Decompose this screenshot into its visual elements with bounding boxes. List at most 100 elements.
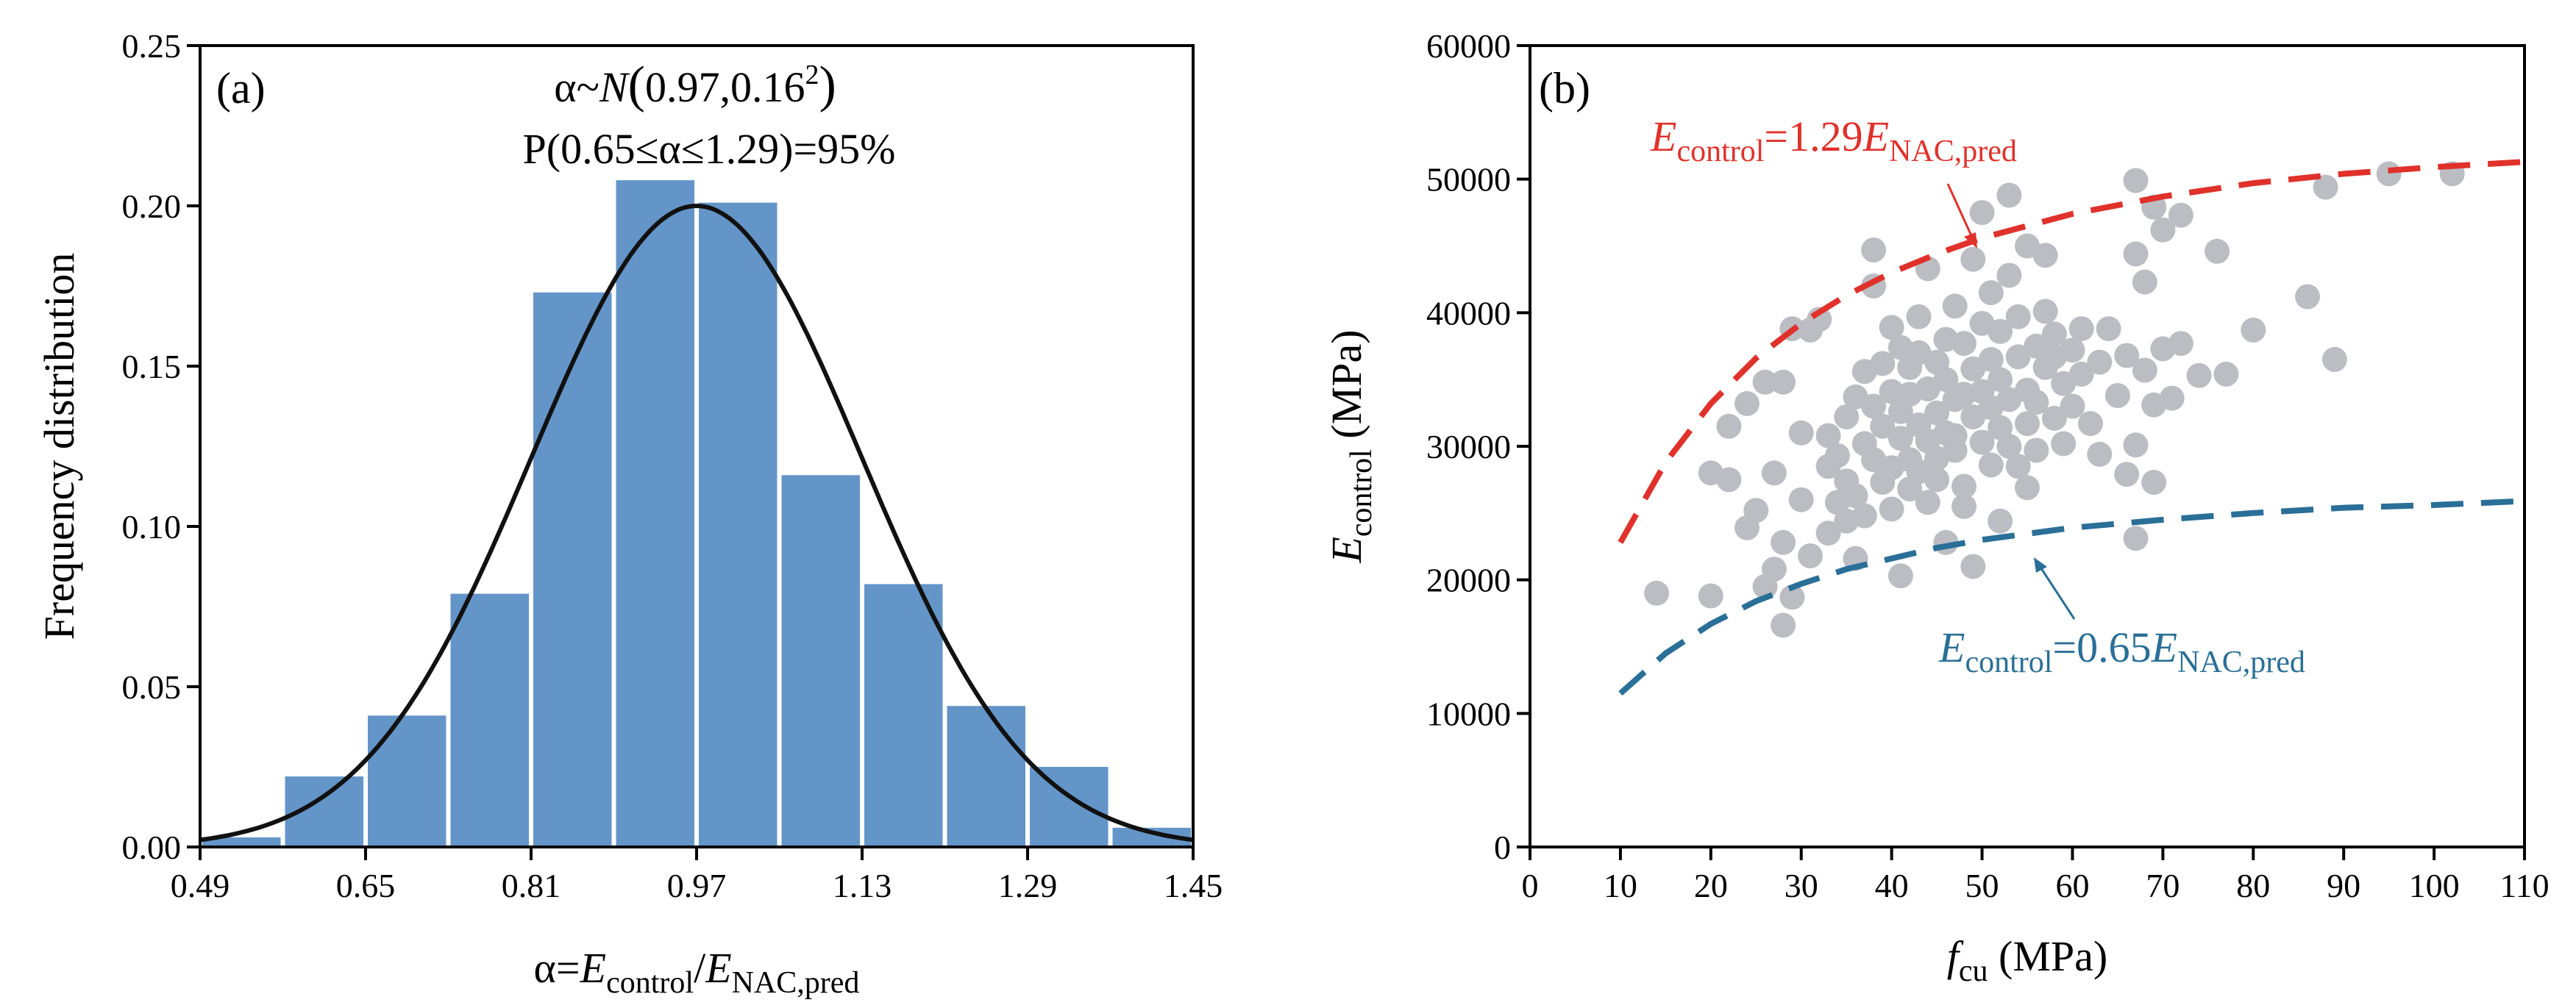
scatter-point: [1960, 554, 1986, 579]
scatter-point: [1879, 496, 1904, 522]
scatter-point: [2087, 349, 2113, 375]
scatter-point: [2213, 361, 2239, 387]
bound-curves: [1618, 159, 2525, 696]
scatter-point: [1969, 200, 1995, 226]
scatter-point: [2015, 475, 2040, 501]
scatter-point: [2150, 217, 2176, 243]
scatter-point: [1988, 508, 2013, 534]
upper-bound-arrow: [1946, 183, 1977, 249]
scatter-point: [1969, 429, 1995, 455]
scatter-point: [2096, 316, 2121, 342]
scatter-point: [1887, 426, 1913, 451]
scatter-point: [1761, 557, 1787, 582]
scatter-point: [2068, 316, 2094, 342]
x-label-e2-sub: NAC,pred: [732, 966, 860, 1000]
scatter-point: [2159, 385, 2185, 411]
scatter-point: [2295, 284, 2320, 310]
upper-bound-curve: [1618, 159, 2525, 544]
y-tick-label: 20000: [1426, 562, 1511, 599]
scatter-point: [2005, 304, 2031, 329]
x-tick-label: 0.81: [502, 867, 561, 904]
scatter-point: [1996, 262, 2022, 288]
distribution-sup: 2: [805, 60, 819, 90]
upper-bound-label: Econtrol=1.29ENAC,pred: [1650, 112, 2017, 168]
scatter-point: [2005, 344, 2031, 370]
scatter-point: [1924, 400, 1950, 426]
scatter-point: [2041, 405, 2067, 431]
scatter-point: [1988, 415, 2013, 440]
scatter-points: [1644, 161, 2465, 638]
lower-label-sub2: NAC,pred: [2177, 646, 2305, 679]
scatter-point: [2032, 299, 2058, 324]
scatter-point: [2060, 337, 2085, 363]
upper-label-e2: E: [1862, 112, 1889, 160]
x-tick-label: 40: [1875, 867, 1909, 904]
scatter-point: [2060, 393, 2085, 419]
upper-label-e1: E: [1650, 112, 1676, 160]
scatter-point: [2087, 441, 2113, 467]
x-tick-label: 1.29: [998, 867, 1058, 904]
distribution-lhs: α~: [554, 63, 599, 111]
scatter-y-ticks: 0 10000 20000 30000 40000 50000 60000: [1426, 27, 1530, 866]
upper-label-sub1: control: [1676, 135, 1764, 168]
scatter-point: [1951, 331, 1977, 357]
scatter-point: [1771, 369, 1796, 395]
scatter-x-ticks: 0 10 20 30 40 50 60 70 80 90 100 110: [1522, 847, 2550, 904]
scatter-point: [2005, 454, 2031, 479]
scatter-point: [2132, 269, 2157, 295]
y-tick-label: 0.05: [122, 668, 182, 706]
scatter-point: [1988, 367, 2013, 393]
y-tick-label: 40000: [1426, 294, 1511, 332]
x-label-e1-sub: control: [606, 966, 694, 1000]
scatter-point: [1851, 503, 1877, 529]
normal-fit-curve: [199, 203, 1194, 843]
scatter-point: [1879, 315, 1904, 340]
distribution-paren-open: (: [628, 57, 645, 113]
x-tick-label: 0.97: [667, 867, 727, 904]
scatter-point: [1644, 580, 1670, 606]
scatter-point: [2114, 462, 2140, 487]
scatter-point: [1779, 585, 1805, 610]
scatter-point: [2376, 161, 2402, 187]
histogram-bar: [202, 837, 281, 847]
scatter-point: [1942, 423, 1968, 448]
y-tick-label: 0.00: [122, 829, 182, 866]
y-label-sub: control: [1345, 449, 1378, 537]
y-tick-label: 50000: [1426, 161, 1511, 199]
scatter-point: [2141, 470, 2167, 495]
x-tick-label: 1.13: [833, 867, 892, 904]
scatter-point: [2024, 333, 2049, 359]
scatter-point: [1771, 529, 1796, 555]
histogram-x-axis-label: α=Econtrol/ENAC,pred: [534, 944, 860, 1000]
scatter-point: [2186, 362, 2212, 388]
x-tick-label: 60: [2055, 867, 2089, 904]
scatter-point: [1996, 434, 2022, 459]
histogram-y-axis-label: Frequency distribution: [35, 253, 83, 640]
scatter-point: [1834, 404, 1860, 429]
x-tick-label: 100: [2409, 867, 2460, 904]
x-tick-label: 70: [2146, 867, 2180, 904]
y-tick-label: 0.25: [122, 27, 182, 65]
x-tick-label: 90: [2327, 867, 2360, 904]
scatter-point: [2123, 432, 2149, 458]
x-label-e2: E: [705, 944, 731, 992]
histogram-bar: [699, 202, 778, 847]
lower-label-e1: E: [1938, 623, 1965, 671]
scatter-point: [1761, 460, 1787, 486]
scatter-point: [1933, 367, 1959, 393]
x-tick-label: 10: [1604, 867, 1637, 904]
scatter-point: [1716, 413, 1742, 439]
y-tick-label: 0.15: [122, 348, 182, 385]
scatter-point: [1771, 612, 1796, 638]
scatter-point: [2313, 174, 2338, 200]
scatter-point: [2104, 383, 2130, 408]
x-label-f-unit: (MPa): [1988, 932, 2108, 980]
histogram-bar: [368, 715, 446, 847]
x-tick-label: 80: [2236, 867, 2270, 904]
scatter-point: [1824, 443, 1850, 468]
scatter-point: [1798, 543, 1823, 568]
scatter-point: [2123, 241, 2149, 267]
x-tick-label: 0.49: [171, 867, 230, 904]
scatter-point: [2078, 411, 2103, 437]
lower-label-eq: =0.65: [2052, 623, 2151, 671]
